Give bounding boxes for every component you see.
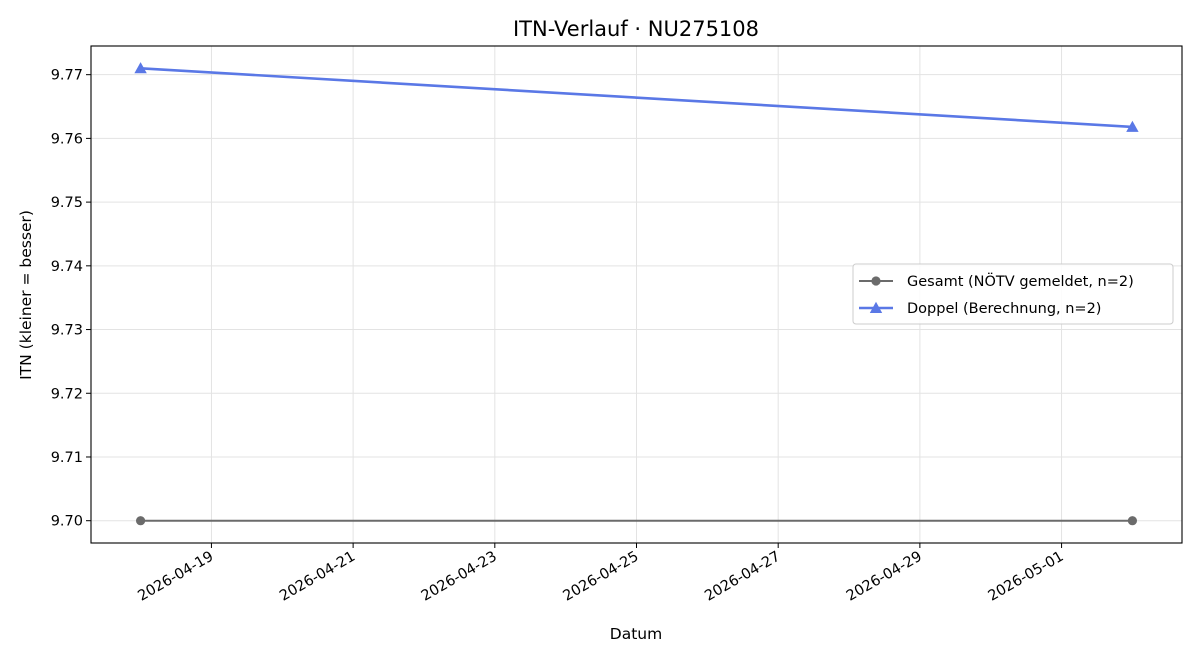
y-tick-label: 9.77 [51,68,83,84]
legend: Gesamt (NÖTV gemeldet, n=2) Doppel (Berec… [852,263,1174,325]
y-axis-ticks: 9.70 9.71 9.72 9.73 9.74 9.75 9.76 9.77 [51,68,91,530]
legend-label: Doppel (Berechnung, n=2) [907,301,1101,317]
legend-marker [869,301,883,313]
series-layer [134,62,1139,526]
y-tick-label: 9.76 [51,131,83,147]
y-tick-label: 9.70 [51,514,83,530]
chart-title: ITN-Verlauf · NU275108 [513,17,759,41]
legend-marker [871,276,881,286]
y-tick-label: 9.75 [51,195,83,211]
y-tick-label: 9.72 [51,386,83,402]
y-axis-label: ITN (kleiner = besser) [17,210,35,380]
y-tick-label: 9.74 [51,259,83,275]
legend-box [852,263,1174,325]
series-doppel [134,62,1139,132]
data-point [135,516,146,526]
data-point [1126,120,1139,132]
legend-entry: Gesamt (NÖTV gemeldet, n=2) [859,272,1134,290]
legend-entry: Doppel (Berechnung, n=2) [859,301,1101,317]
data-point [1127,516,1138,526]
series-line [140,67,1133,129]
x-axis-label: Datum [610,625,662,643]
series-gesamt [135,516,1138,526]
data-point [134,62,147,74]
y-tick-label: 9.71 [51,450,83,466]
legend-label: Gesamt (NÖTV gemeldet, n=2) [907,272,1134,290]
y-tick-label: 9.73 [51,323,83,339]
